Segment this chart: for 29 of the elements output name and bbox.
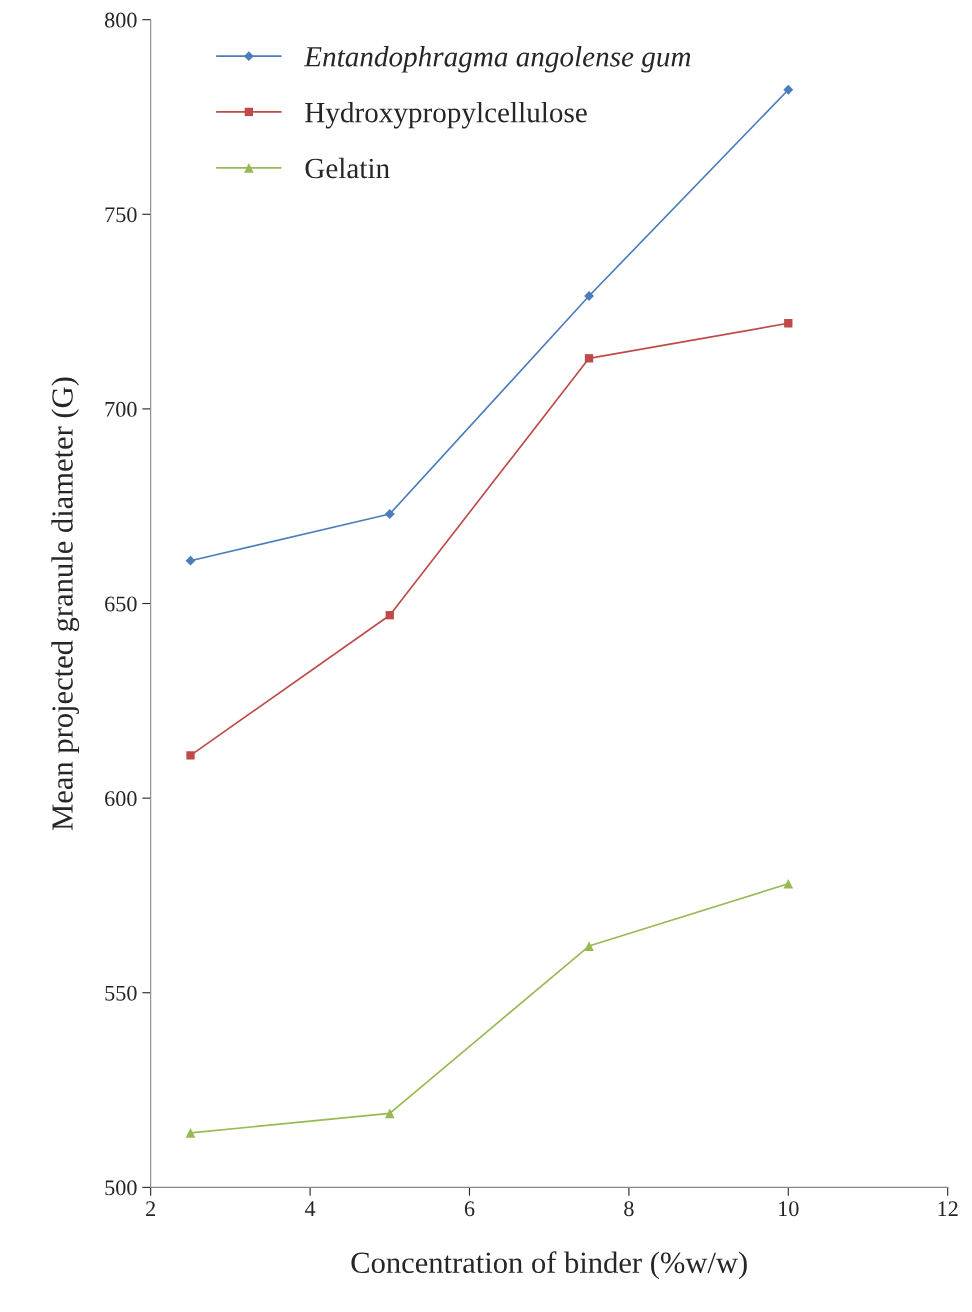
point [384, 1108, 395, 1119]
point [783, 878, 794, 889]
point [185, 1128, 196, 1138]
point [584, 354, 594, 363]
x-tick-label: 8 [624, 1201, 634, 1217]
y-axis-title: Mean projected granule diameter (G) [51, 377, 80, 831]
y-tick-label: 650 [105, 596, 137, 612]
x-tick-label: 10 [779, 1201, 799, 1217]
x-tick-label: 12 [938, 1201, 958, 1216]
point [783, 84, 794, 95]
legend-label: Entandophragma angolense gum [303, 46, 691, 73]
point [385, 611, 394, 620]
legend-label: Gelatin [305, 157, 390, 179]
x-tick-label: 4 [304, 1201, 316, 1216]
point [185, 555, 196, 566]
y-tick-label: 600 [105, 791, 137, 807]
point [784, 319, 793, 328]
y-tick-label: 700 [105, 401, 137, 417]
y-tick-label: 500 [105, 1180, 137, 1196]
point [384, 509, 395, 519]
y-tick-label: 750 [105, 207, 137, 223]
point [584, 941, 594, 951]
x-tick-label: 6 [464, 1201, 475, 1217]
y-tick-label: 800 [104, 12, 137, 28]
y-tick-label: 550 [105, 985, 137, 1001]
legend-label: Hydroxypropylcellulose [305, 101, 587, 129]
x-axis-title: Concentration of binder (%w/w) [351, 1251, 747, 1280]
point [186, 751, 195, 760]
x-tick-label: 2 [146, 1201, 155, 1216]
